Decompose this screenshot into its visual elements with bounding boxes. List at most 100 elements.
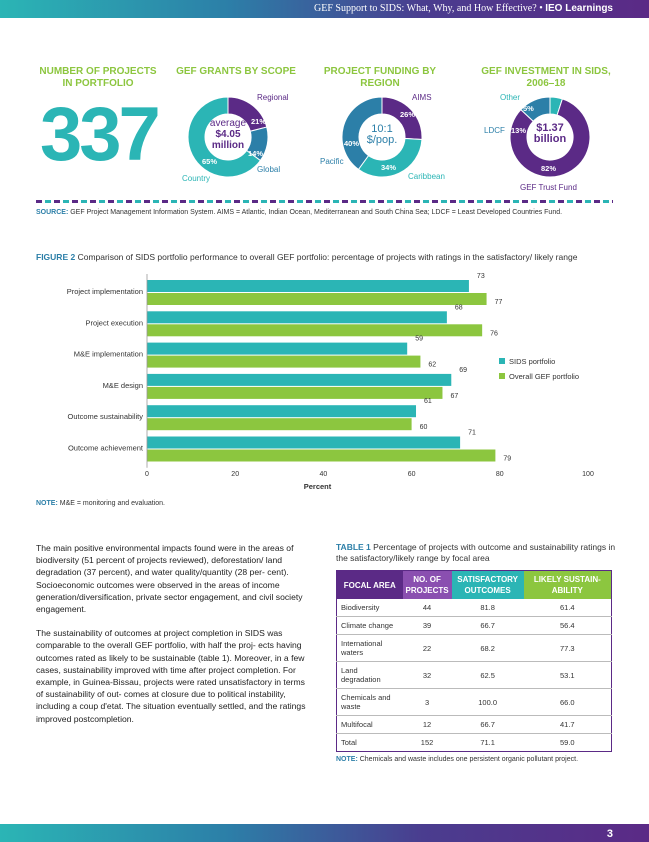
value-cell: 66.7 bbox=[451, 616, 524, 635]
scope-title: GEF GRANTS BY SCOPE bbox=[176, 66, 296, 77]
region-label-caribbean: Caribbean bbox=[408, 172, 445, 181]
focal-area-cell: Total bbox=[336, 733, 403, 752]
table-row: Land degradation 32 62.5 53.1 bbox=[336, 661, 612, 689]
data-label: 59 bbox=[415, 336, 423, 343]
dashed-divider bbox=[36, 200, 613, 203]
tick-label: 0 bbox=[145, 471, 149, 478]
bar bbox=[147, 405, 417, 418]
scope-pct-regional: 21% bbox=[251, 117, 267, 126]
investment-title: GEF INVESTMENT IN SIDS, 2006–18 bbox=[481, 66, 611, 89]
project-count: 337 bbox=[40, 92, 161, 177]
data-label: 77 bbox=[495, 299, 503, 306]
scope-label-country: Country bbox=[182, 174, 211, 183]
bar bbox=[147, 355, 421, 368]
table-row: Climate change 39 66.7 56.4 bbox=[336, 616, 612, 635]
data-label: 76 bbox=[490, 330, 498, 337]
category-label: M&E design bbox=[103, 381, 143, 390]
region-pct-aims: 26% bbox=[400, 110, 416, 119]
category-label: Project implementation bbox=[67, 287, 143, 296]
scope-hole bbox=[206, 115, 250, 159]
data-label: 68 bbox=[455, 304, 463, 311]
bar bbox=[147, 293, 487, 305]
tick-label: 40 bbox=[320, 471, 328, 478]
region-label-pacific: Pacific bbox=[320, 157, 344, 166]
value-cell: 53.1 bbox=[523, 661, 612, 689]
table-note: NOTE: Chemicals and waste includes one p… bbox=[336, 756, 579, 763]
data-label: 71 bbox=[468, 430, 476, 437]
paragraph-2: The sustainability of outcomes at projec… bbox=[36, 628, 306, 724]
value-cell: 68.2 bbox=[451, 634, 524, 662]
tick-label: 20 bbox=[231, 471, 239, 478]
table-header-row: FOCAL AREA NO. OF PROJECTS SATISFACTORY … bbox=[336, 570, 612, 599]
table-row: Multifocal 12 66.7 41.7 bbox=[336, 715, 612, 734]
bar bbox=[147, 342, 408, 355]
scope-pct-global: 14% bbox=[248, 149, 264, 158]
scope-center: average $4.05 million bbox=[209, 118, 247, 151]
bar bbox=[147, 373, 452, 386]
value-cell: 12 bbox=[402, 715, 452, 734]
table-row: Chemicals and waste 3 100.0 66.0 bbox=[336, 688, 612, 716]
region-label-aims: AIMS bbox=[412, 93, 432, 102]
investment-center: $1.37 billion bbox=[533, 122, 567, 145]
focal-area-cell: Climate change bbox=[336, 616, 403, 635]
investment-donut bbox=[509, 96, 591, 178]
data-label: 61 bbox=[424, 398, 432, 405]
region-donut bbox=[341, 96, 423, 178]
focal-area-cell: Biodiversity bbox=[336, 599, 403, 617]
investment-label-trust: GEF Trust Fund bbox=[520, 183, 577, 192]
focal-area-cell: Multifocal bbox=[336, 715, 403, 734]
header-sustainability: LIKELY SUSTAIN- ABILITY bbox=[523, 570, 612, 599]
bar bbox=[147, 311, 447, 324]
value-cell: 59.0 bbox=[523, 733, 612, 752]
scope-label-global: Global bbox=[257, 165, 281, 174]
value-cell: 3 bbox=[402, 688, 452, 716]
value-cell: 62.5 bbox=[451, 661, 524, 689]
footer-bar bbox=[0, 824, 649, 842]
category-label: Project execution bbox=[85, 318, 143, 327]
header-outcomes: SATISFACTORY OUTCOMES bbox=[451, 570, 524, 599]
region-pct-pacific: 40% bbox=[344, 139, 360, 148]
value-cell: 56.4 bbox=[523, 616, 612, 635]
value-cell: 32 bbox=[402, 661, 452, 689]
header-focal-area: FOCAL AREA bbox=[336, 570, 403, 599]
header-bullet: • bbox=[539, 3, 543, 14]
value-cell: 100.0 bbox=[451, 688, 524, 716]
projects-title: NUMBER OF PROJECTS IN PORTFOLIO bbox=[39, 66, 157, 89]
value-cell: 66.7 bbox=[451, 715, 524, 734]
series-name: IEO Learnings bbox=[545, 3, 613, 14]
bar-chart: Project implementation 73 77 Project execut… bbox=[67, 273, 594, 491]
paragraph-1: The main positive environmental impacts … bbox=[36, 543, 303, 615]
category-label: Outcome sustainability bbox=[68, 412, 144, 421]
region-hole bbox=[360, 115, 404, 159]
investment-label-other: Other bbox=[500, 93, 521, 102]
value-cell: 81.8 bbox=[451, 599, 524, 617]
investment-hole bbox=[528, 115, 572, 159]
investment-pct-ldcf: 13% bbox=[511, 126, 527, 135]
data-label: 79 bbox=[503, 456, 511, 463]
region-slice-2 bbox=[341, 96, 383, 171]
investment-slice-2 bbox=[520, 96, 551, 122]
value-cell: 22 bbox=[402, 634, 452, 662]
value-cell: 66.0 bbox=[523, 688, 612, 716]
value-cell: 152 bbox=[402, 733, 452, 752]
header-projects: NO. OF PROJECTS bbox=[402, 570, 452, 599]
value-cell: 41.7 bbox=[523, 715, 612, 734]
region-pct-caribbean: 34% bbox=[381, 163, 397, 172]
table-row: Total 152 71.1 59.0 bbox=[336, 733, 612, 752]
scope-pct-country: 65% bbox=[202, 157, 218, 166]
running-title: GEF Support to SIDS: What, Why, and How … bbox=[314, 3, 537, 14]
tick-label: 60 bbox=[408, 471, 416, 478]
category-label: M&E implementation bbox=[74, 350, 143, 359]
focal-area-cell: Land degradation bbox=[336, 661, 403, 689]
tick-label: 80 bbox=[496, 471, 504, 478]
figure-note: NOTE: M&E = monitoring and evaluation. bbox=[36, 500, 165, 507]
x-axis-label: Percent bbox=[304, 482, 332, 491]
data-label: 67 bbox=[450, 393, 458, 400]
category-label: Outcome achievement bbox=[68, 444, 144, 453]
focal-area-table: FOCAL AREA NO. OF PROJECTS SATISFACTORY … bbox=[336, 570, 612, 752]
legend-swatch bbox=[499, 373, 505, 379]
tick-label: 100 bbox=[582, 471, 594, 478]
table-row: Biodiversity 44 81.8 61.4 bbox=[336, 599, 612, 617]
region-center: 10:1 $/pop. bbox=[366, 123, 398, 146]
scope-label-regional: Regional bbox=[257, 93, 289, 102]
